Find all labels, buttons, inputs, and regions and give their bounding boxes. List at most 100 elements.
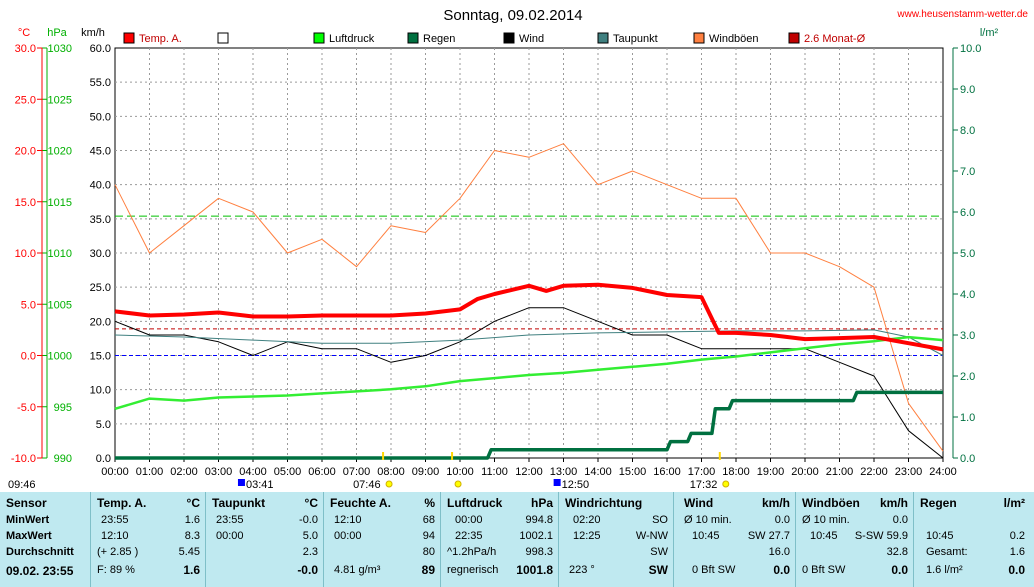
humidity-min-time: 12:10 [334, 514, 362, 526]
rain-axis-unit: l/m² [980, 27, 999, 39]
x-tick: 00:00 [101, 466, 129, 478]
legend-label: Windböen [709, 33, 759, 45]
series-windb-en [114, 143, 944, 452]
humidity-max-time: 00:00 [334, 530, 362, 542]
pressure-tick: 990 [54, 453, 72, 465]
direction-header: Windrichtung [565, 496, 643, 510]
temp-tick: 20.0 [15, 146, 36, 158]
dew-max-time: 00:00 [216, 530, 244, 542]
rain-current: 0.0 [1008, 563, 1025, 577]
legend-swatch [788, 32, 800, 44]
wind-max: SW 27.7 [747, 530, 790, 542]
x-tick: 23:00 [895, 466, 923, 478]
avg-label: Durchschnitt [6, 546, 74, 558]
x-tick: 01:00 [136, 466, 164, 478]
wind-axis-unit: km/h [81, 27, 105, 39]
gust-current: 0.0 [891, 563, 908, 577]
temp-tick: 25.0 [15, 94, 36, 106]
rain-tick: 5.0 [960, 248, 975, 260]
wind-tick: 30.0 [90, 248, 111, 260]
pressure-tick: 995 [54, 402, 72, 414]
temp-tick: 30.0 [15, 43, 36, 55]
gust-max: S-SW 59.9 [854, 530, 908, 542]
wind-tick: 45.0 [90, 146, 111, 158]
rain-max-time: 10:45 [926, 530, 954, 542]
humidity-min: 68 [422, 514, 435, 526]
pressure-tick: 1010 [48, 248, 72, 260]
temp-foot-label: F: 89 % [97, 564, 135, 576]
rain-tick: 8.0 [960, 125, 975, 137]
rain-tick: 3.0 [960, 330, 975, 342]
temp-tick: 5.0 [21, 299, 36, 311]
temp-tick: 15.0 [15, 197, 36, 209]
pressure-tick: 1020 [48, 146, 72, 158]
marker-time: 17:32 [690, 479, 718, 491]
pressure-tick: 1025 [48, 94, 72, 106]
gust-header: Windböen [802, 496, 860, 510]
min-label: MinWert [6, 514, 50, 526]
wind-tick: 20.0 [90, 316, 111, 328]
x-tick: 19:00 [757, 466, 785, 478]
col-rain: Regen l/m² 10:45 0.2 Gesamt: 1.6 1.6 l/m… [913, 492, 1034, 587]
legend-label: Wind [519, 33, 544, 45]
x-tick: 03:00 [205, 466, 233, 478]
pressure-tick: 1030 [48, 43, 72, 55]
dew-unit: °C [304, 496, 318, 510]
wind-tick: 60.0 [90, 43, 111, 55]
x-tick: 14:00 [584, 466, 612, 478]
col-pressure: Luftdruck hPa 00:00 994.8 22:35 1002.1 ^… [440, 492, 559, 587]
sun-icon [385, 480, 393, 488]
temp-tick: 10.0 [15, 248, 36, 260]
chart-title: Sonntag, 09.02.2014 [443, 7, 582, 24]
rain-tick: 9.0 [960, 84, 975, 96]
temp-tick: 0.0 [21, 351, 36, 363]
sensor-header: Sensor [6, 496, 47, 510]
temp-axis-unit: °C [18, 27, 30, 39]
rain-tick: 7.0 [960, 166, 975, 178]
rain-tick: 2.0 [960, 371, 975, 383]
pressure-header: Luftdruck [447, 496, 503, 510]
wind-tick: 25.0 [90, 282, 111, 294]
x-tick: 10:00 [446, 466, 474, 478]
dew-avg: 2.3 [302, 546, 318, 558]
summary-table: Sensor MinWert MaxWert Durchschnitt 09.0… [0, 492, 1034, 587]
humidity-avg: 80 [422, 546, 435, 558]
wind-min: 0.0 [774, 514, 790, 526]
series-regen [115, 390, 943, 460]
humidity-header: Feuchte A. [330, 496, 391, 510]
rain-tick: 1.0 [960, 412, 975, 424]
temp-unit: °C [186, 496, 200, 510]
site-url: www.heusenstamm-wetter.de [896, 9, 1028, 20]
rain-tick: 0.0 [960, 453, 975, 465]
gust-min: 0.0 [892, 514, 908, 526]
x-tick: 12:00 [515, 466, 543, 478]
col-gusts: Windböen km/h Ø 10 min. 0.0 10:45 S-SW 5… [795, 492, 914, 587]
direction-max: W-NW [635, 530, 668, 542]
col-dew: Taupunkt °C 23:55 -0.0 00:00 5.0 2.3 -0.… [205, 492, 324, 587]
pressure-max: 1002.1 [519, 530, 553, 542]
temp-min-time: 23:55 [101, 514, 129, 526]
dew-min-time: 23:55 [216, 514, 244, 526]
col-wind: Wind km/h Ø 10 min. 0.0 10:45 SW 27.7 16… [673, 492, 796, 587]
wind-min-label: Ø 10 min. [684, 514, 732, 526]
wind-header: Wind [684, 496, 714, 510]
direction-avg: SW [650, 546, 668, 558]
rain-unit: l/m² [1003, 496, 1025, 510]
marker-time: 12:50 [562, 479, 590, 491]
wind-tick: 0.0 [96, 453, 111, 465]
x-tick: 22:00 [860, 466, 888, 478]
dew-max: 5.0 [302, 530, 318, 542]
temp-max-time: 12:10 [101, 530, 129, 542]
marker-time: 09:46 [8, 479, 36, 491]
temp-tick: -5.0 [17, 402, 36, 414]
legend-label: Regen [423, 33, 455, 45]
pressure-min-time: 00:00 [455, 514, 483, 526]
temp-max: 8.3 [184, 530, 200, 542]
gust-avg: 32.8 [886, 546, 908, 558]
pressure-forecast: regnerisch [447, 564, 499, 576]
x-tick: 11:00 [481, 466, 508, 478]
legend-swatch [407, 32, 419, 44]
x-tick: 15:00 [619, 466, 647, 478]
pressure-tick: 1000 [48, 351, 72, 363]
wind-avg: 16.0 [768, 546, 790, 558]
